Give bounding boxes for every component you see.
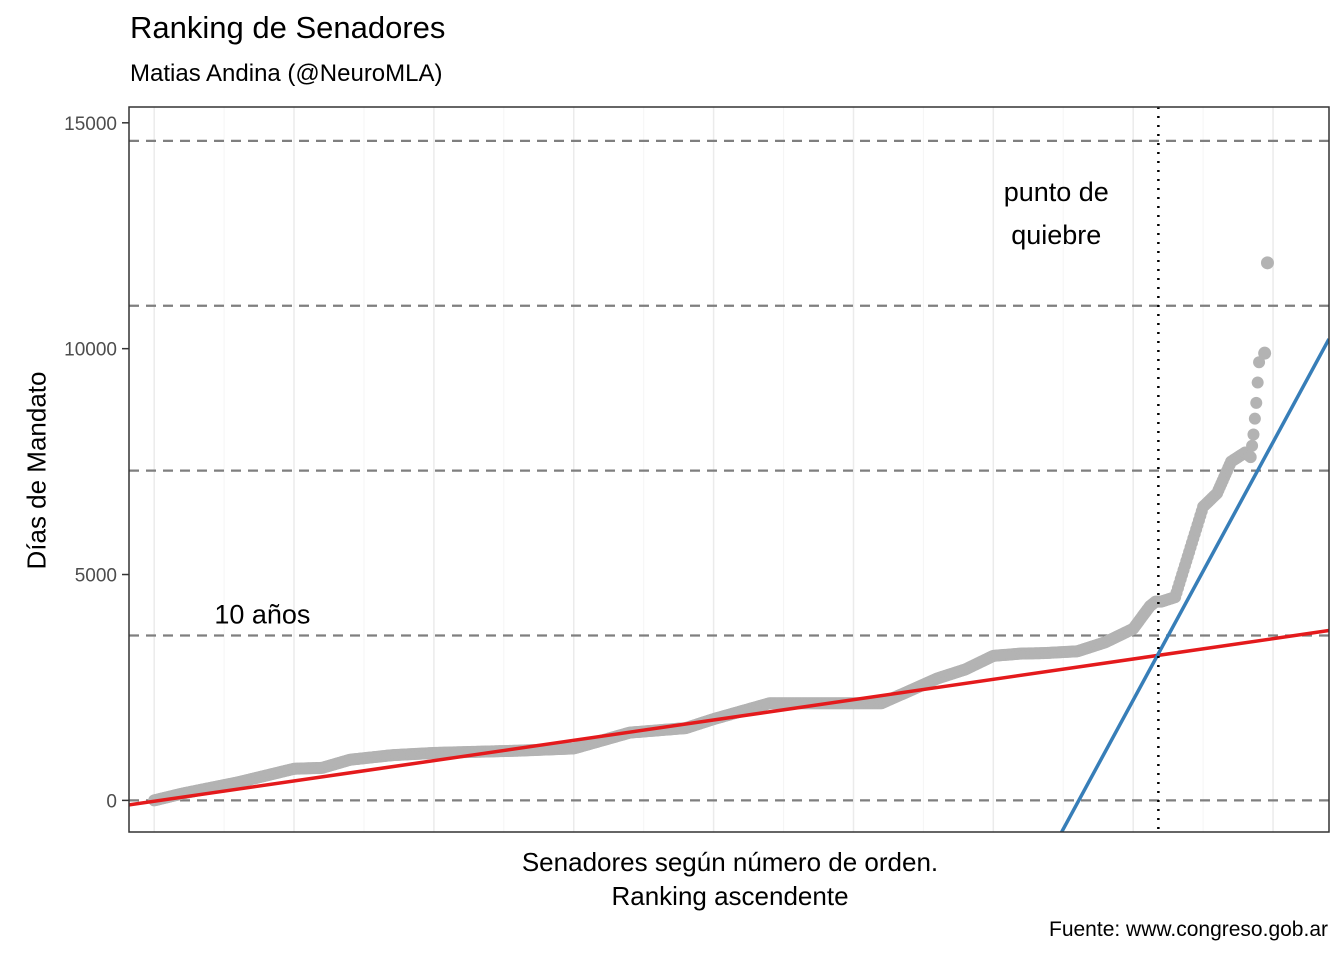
y-axis-tick-label: 10000	[64, 340, 117, 361]
data-point	[1248, 412, 1261, 425]
x-axis-label-line2: Ranking ascendente	[611, 881, 849, 911]
plot-background	[129, 107, 1329, 832]
data-point	[1251, 376, 1264, 389]
y-axis-tick-label: 0	[106, 791, 117, 812]
data-point	[1253, 356, 1266, 369]
y-axis-tick-label: 5000	[75, 566, 117, 587]
plot-panel	[129, 107, 1329, 832]
y-axis-label: Días de Mandato	[21, 371, 52, 570]
breakpoint-label-line1: punto de	[1004, 177, 1109, 207]
data-point	[1244, 451, 1257, 464]
source-caption: Fuente: www.congreso.gob.ar	[1049, 918, 1328, 941]
y-axis: 0 5000 10000 15000	[64, 114, 129, 812]
plot-border	[128, 106, 1330, 833]
data-point	[1250, 396, 1263, 409]
chart-subtitle: Matias Andina (@NeuroMLA)	[130, 60, 443, 87]
fit-high-line	[1059, 338, 1329, 832]
data-point	[1246, 439, 1259, 452]
annotation-10-years: 10 años	[214, 600, 310, 630]
data-point	[1260, 256, 1274, 270]
data-point	[1258, 346, 1272, 360]
x-axis-label: Senadores según número de orden. Ranking…	[430, 845, 1030, 913]
data-point	[1247, 428, 1260, 441]
fit-low-line	[129, 628, 1329, 807]
breakpoint-label-line2: quiebre	[1011, 220, 1101, 250]
x-gridlines	[153, 107, 1274, 832]
chart-title: Ranking de Senadores	[130, 10, 446, 45]
x-axis-label-line1: Senadores según número de orden.	[521, 847, 939, 877]
y-axis-tick-label: 15000	[64, 114, 117, 135]
